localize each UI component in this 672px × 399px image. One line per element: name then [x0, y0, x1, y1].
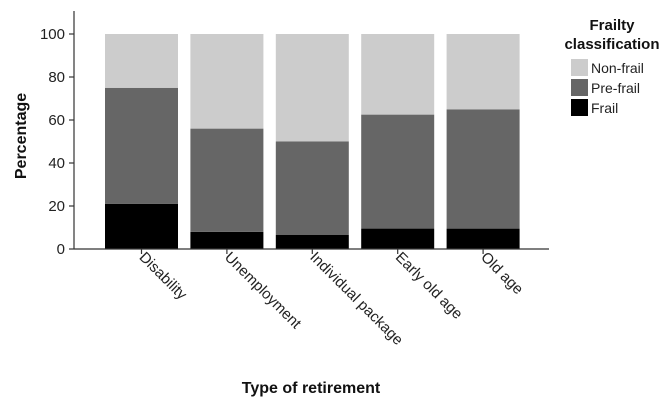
legend-label-non-frail: Non-frail — [591, 60, 644, 76]
bar-disability-pre-frail — [105, 87, 178, 204]
x-tick-label-individual-package: Individual package — [306, 249, 406, 349]
bar-early-old-age-pre-frail — [361, 114, 435, 229]
bar-old-age-frail — [446, 228, 520, 249]
y-tick-label-0: 0 — [57, 241, 65, 258]
y-axis-title: Percentage — [13, 93, 30, 179]
legend-label-pre-frail: Pre-frail — [591, 80, 640, 96]
bars-group — [105, 34, 520, 249]
bar-individual-package-frail — [275, 235, 349, 249]
y-tick-label-60: 60 — [48, 112, 65, 129]
x-tick-label-disability: Disability — [136, 249, 191, 304]
legend-swatch-non-frail — [571, 59, 588, 76]
y-tick-label-40: 40 — [48, 155, 65, 172]
bar-unemployment-frail — [190, 231, 264, 249]
bar-individual-package-non-frail — [275, 34, 349, 142]
y-tick-label-20: 20 — [48, 198, 65, 215]
x-axis-ticks: Disability Unemployment Individual package… — [136, 249, 527, 349]
y-tick-label-100: 100 — [40, 26, 65, 43]
y-axis-ticks: 0 20 40 60 80 100 — [40, 26, 74, 258]
legend: Frailty classification Non-frail Pre-frai… — [564, 17, 660, 116]
bar-old-age-pre-frail — [446, 109, 520, 229]
y-tick-label-80: 80 — [48, 69, 65, 86]
x-tick-label-unemployment: Unemployment — [221, 249, 305, 333]
bar-disability-frail — [105, 203, 178, 249]
x-tick-label-early-old-age: Early old age — [392, 249, 466, 323]
bar-unemployment-non-frail — [190, 34, 264, 129]
legend-items: Non-frail Pre-frail Frail — [571, 59, 644, 116]
bar-old-age-non-frail — [446, 34, 520, 110]
bar-early-old-age-non-frail — [361, 34, 435, 115]
legend-title-line-2: classification — [564, 36, 659, 53]
legend-label-frail: Frail — [591, 100, 618, 116]
bar-disability-non-frail — [105, 34, 178, 88]
bar-early-old-age-frail — [361, 228, 435, 249]
legend-swatch-frail — [571, 99, 588, 116]
x-tick-label-old-age: Old age — [477, 249, 526, 298]
bar-unemployment-pre-frail — [190, 128, 264, 232]
legend-title-line-1: Frailty — [589, 17, 635, 34]
legend-swatch-pre-frail — [571, 79, 588, 96]
bar-individual-package-pre-frail — [275, 141, 349, 235]
x-axis-title: Type of retirement — [242, 380, 381, 397]
